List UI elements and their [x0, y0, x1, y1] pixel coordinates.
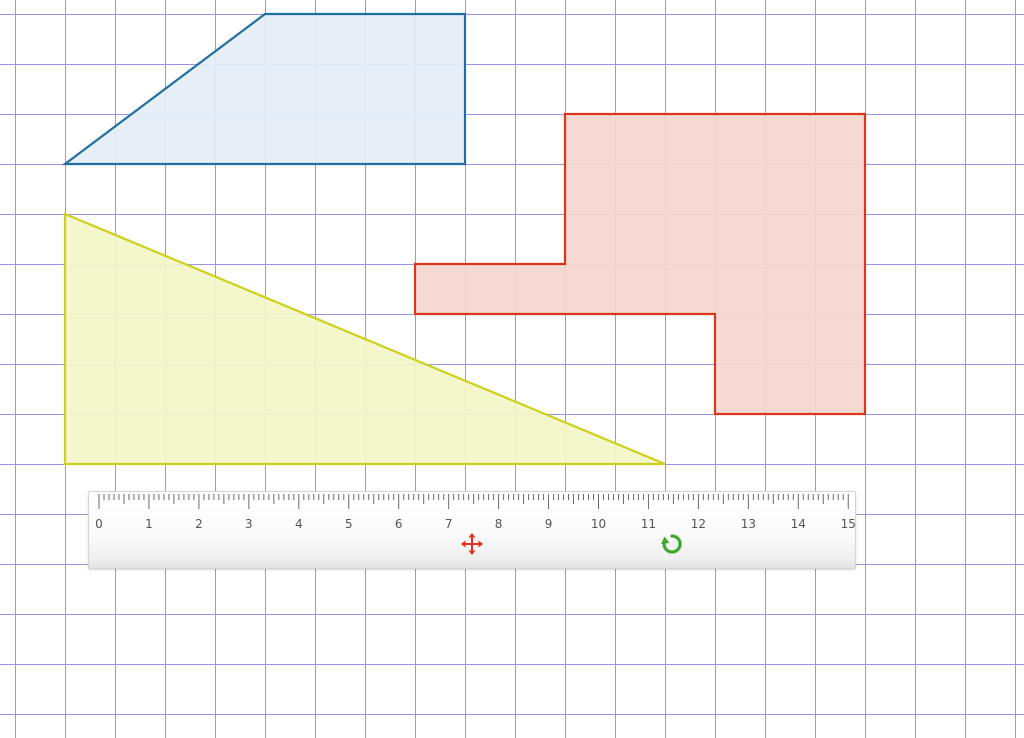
move-arrows-icon — [461, 533, 483, 555]
shapes-layer — [61, 12, 867, 466]
trapezoid-shape[interactable] — [61, 12, 467, 166]
ruler-move-handle[interactable] — [460, 532, 484, 556]
l-shaped-polygon-shape[interactable] — [413, 112, 867, 416]
ruler-label: 10 — [591, 517, 606, 531]
ruler-label: 13 — [741, 517, 756, 531]
ruler-scale: 0 1 2 3 4 5 6 7 8 9 10 11 12 13 14 15 — [95, 494, 856, 531]
ruler-label: 15 — [841, 517, 856, 531]
ruler-label: 2 — [195, 517, 203, 531]
ruler-label: 3 — [245, 517, 253, 531]
ruler-rotate-handle[interactable] — [660, 532, 684, 556]
ruler-label: 5 — [345, 517, 353, 531]
ruler-label: 11 — [641, 517, 656, 531]
ruler-label: 0 — [95, 517, 103, 531]
right-triangle-shape[interactable] — [63, 212, 666, 466]
ruler-tool[interactable]: 0 1 2 3 4 5 6 7 8 9 10 11 12 13 14 15 — [88, 491, 856, 569]
ruler-label: 14 — [791, 517, 806, 531]
rotate-icon — [661, 534, 682, 554]
ruler-label: 8 — [495, 517, 503, 531]
ruler-label: 4 — [295, 517, 303, 531]
ruler-label: 7 — [445, 517, 453, 531]
ruler-label: 12 — [691, 517, 706, 531]
ruler-label: 9 — [545, 517, 553, 531]
ruler-label: 1 — [145, 517, 153, 531]
ruler-label: 6 — [395, 517, 403, 531]
